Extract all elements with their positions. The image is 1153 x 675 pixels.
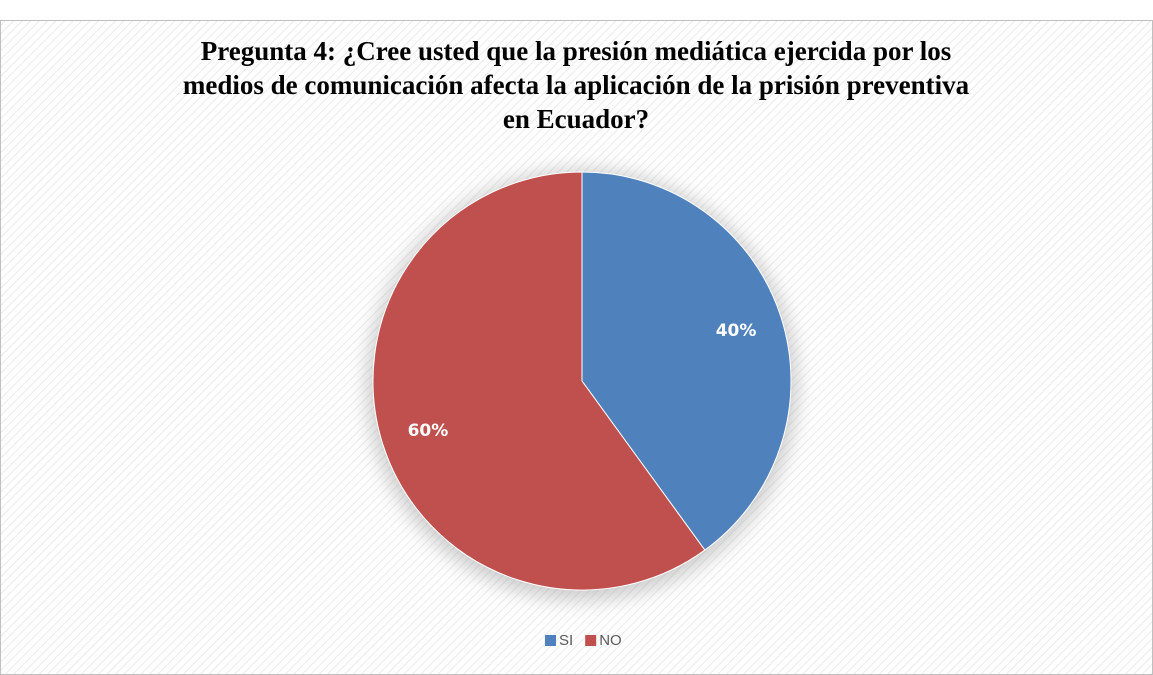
legend-label: NO	[599, 632, 622, 649]
chart-title: Pregunta 4: ¿Cree usted que la presión m…	[182, 36, 970, 134]
data-label: 60%	[408, 421, 449, 441]
data-label: 40%	[716, 321, 757, 341]
legend-swatch	[545, 635, 556, 646]
pie-slice	[372, 171, 706, 591]
legend-swatch	[585, 635, 597, 646]
legend-label: SI	[559, 632, 573, 649]
pie-slice	[581, 171, 792, 551]
